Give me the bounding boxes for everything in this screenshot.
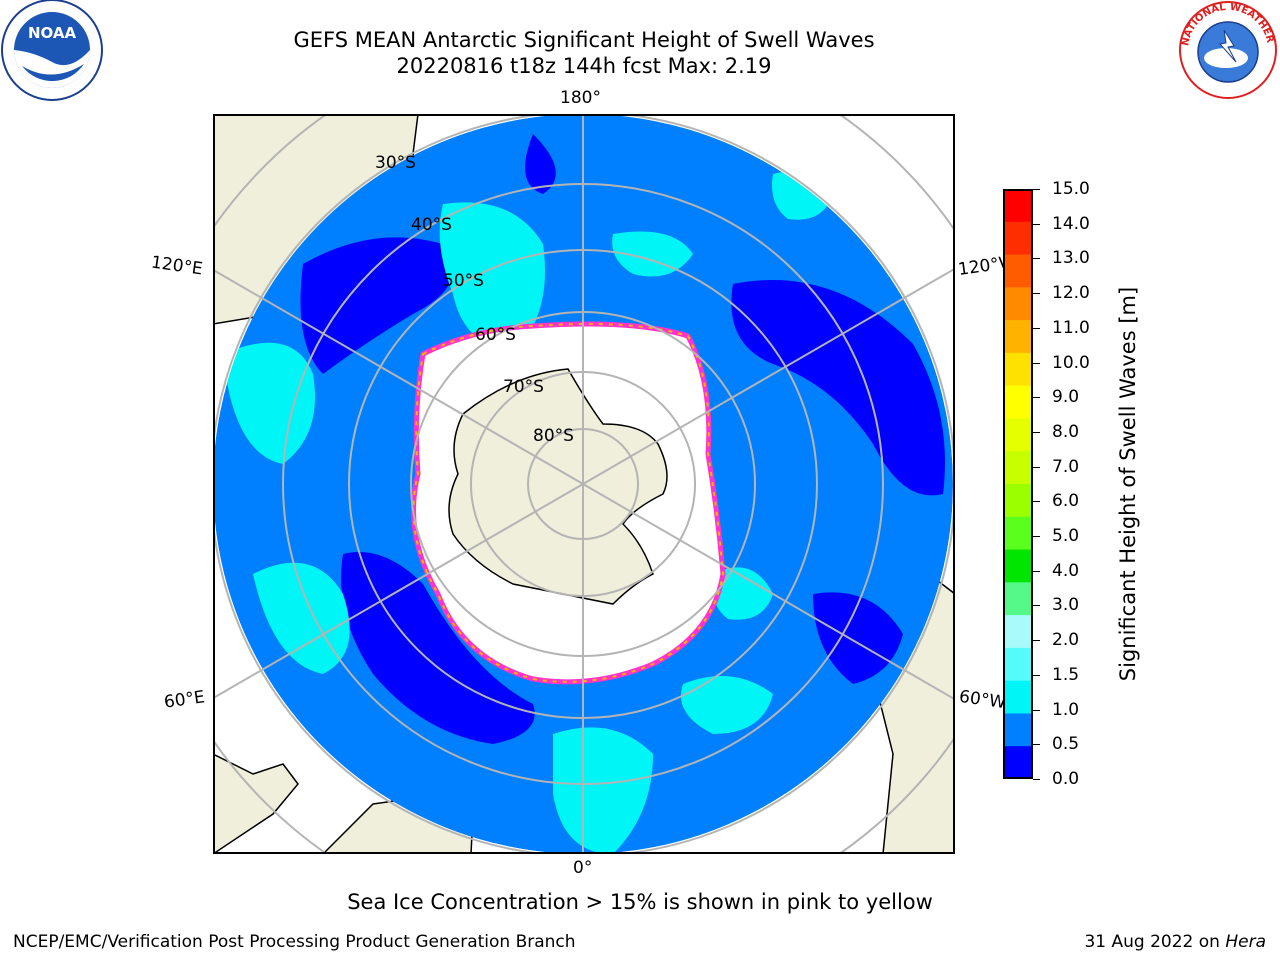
colorbar-segment [1003, 287, 1033, 321]
colorbar-tick-mark [1033, 536, 1040, 538]
colorbar-tick-label: 6.0 [1052, 491, 1080, 512]
colorbar-segment [1003, 516, 1033, 551]
colorbar-segment [1003, 746, 1033, 779]
colorbar-tick-label: 12.0 [1052, 283, 1090, 304]
colorbar-tick-label: 5.0 [1052, 526, 1080, 547]
colorbar-tick-mark [1033, 779, 1040, 780]
lon-label-180: 180° [560, 88, 601, 108]
colorbar-tick-mark [1033, 362, 1040, 364]
colorbar-segment [1003, 582, 1033, 616]
sea-ice-note: Sea Ice Concentration > 15% is shown in … [347, 890, 933, 914]
colorbar-tick-label: 1.0 [1052, 699, 1080, 720]
colorbar-tick-mark [1033, 744, 1040, 746]
polar-map: 30°S 40°S 50°S 60°S 70°S 80°S [213, 114, 955, 854]
run-date-credit: 31 Aug 2022 on Hera [1084, 932, 1266, 952]
machine-name: Hera [1225, 932, 1266, 952]
noaa-logo-text: NOAA [28, 24, 77, 42]
producer-credit: NCEP/EMC/Verification Post Processing Pr… [13, 932, 576, 952]
graticule [213, 114, 955, 854]
colorbar-segment [1003, 418, 1033, 452]
lon-label-60w: 60°W [957, 686, 1008, 714]
colorbar-tick-label: 13.0 [1052, 248, 1090, 269]
lat-label-40s: 40°S [411, 215, 452, 235]
colorbar-tick-mark [1033, 189, 1040, 190]
colorbar-tick-label: 0.5 [1052, 734, 1080, 755]
colorbar-tick-mark [1033, 709, 1040, 711]
lat-label-30s: 30°S [375, 153, 416, 173]
colorbar-segment [1003, 647, 1033, 682]
lon-label-0: 0° [573, 858, 593, 878]
colorbar-segment [1003, 549, 1033, 583]
colorbar-tick-label: 14.0 [1052, 213, 1090, 234]
colorbar-tick-mark [1033, 431, 1040, 433]
colorbar-segment [1003, 385, 1033, 419]
map-title: GEFS MEAN Antarctic Significant Height o… [293, 28, 875, 52]
run-date: 31 Aug 2022 on [1084, 932, 1220, 952]
colorbar-tick-label: 3.0 [1052, 595, 1080, 616]
nws-logo-icon: NATIONAL WEATHER SERVICE [1176, 0, 1277, 99]
colorbar-segment [1003, 680, 1033, 714]
colorbar-tick-mark [1033, 570, 1040, 572]
colorbar-tick-mark [1033, 605, 1040, 607]
map-frame [213, 114, 955, 854]
colorbar-segment [1003, 254, 1033, 288]
colorbar-tick-label: 4.0 [1052, 560, 1080, 581]
colorbar-tick-mark [1033, 223, 1040, 225]
colorbar-tick-mark [1033, 674, 1040, 676]
colorbar-tick-mark [1033, 293, 1040, 295]
colorbar-tick-label: 2.0 [1052, 630, 1080, 651]
colorbar-segment [1003, 615, 1033, 649]
colorbar-tick-label: 1.5 [1052, 664, 1080, 685]
colorbar-segment [1003, 352, 1033, 387]
lat-label-60s: 60°S [475, 325, 516, 345]
colorbar-segment [1003, 484, 1033, 518]
colorbar-segment [1003, 189, 1033, 223]
noaa-logo-icon: NOAA [1, 0, 103, 101]
colorbar-tick-label: 7.0 [1052, 456, 1080, 477]
colorbar-title: Significant Height of Swell Waves [m] [1116, 286, 1140, 682]
lon-label-60e: 60°E [162, 687, 207, 713]
lat-label-50s: 50°S [443, 271, 484, 291]
lat-label-80s: 80°S [533, 426, 574, 446]
colorbar-segment [1003, 320, 1033, 354]
lat-label-70s: 70°S [503, 377, 544, 397]
colorbar-tick-label: 0.0 [1052, 769, 1080, 789]
colorbar-tick-label: 8.0 [1052, 421, 1080, 442]
colorbar-segment [1003, 713, 1033, 747]
map-subtitle: 20220816 t18z 144h fcst Max: 2.19 [396, 54, 772, 78]
colorbar [1003, 189, 1033, 779]
colorbar-tick-mark [1033, 640, 1040, 642]
colorbar-segment [1003, 221, 1033, 256]
colorbar-tick-label: 11.0 [1052, 317, 1090, 338]
colorbar-tick-label: 15.0 [1052, 179, 1090, 199]
colorbar-tick-mark [1033, 466, 1040, 468]
colorbar-tick-mark [1033, 258, 1040, 260]
colorbar-segment [1003, 451, 1033, 485]
colorbar-tick-mark [1033, 501, 1040, 503]
colorbar-tick-mark [1033, 327, 1040, 329]
colorbar-tick-label: 9.0 [1052, 387, 1080, 408]
lon-label-120e: 120°E [149, 252, 204, 280]
colorbar-tick-label: 10.0 [1052, 352, 1090, 373]
colorbar-tick-mark [1033, 397, 1040, 399]
